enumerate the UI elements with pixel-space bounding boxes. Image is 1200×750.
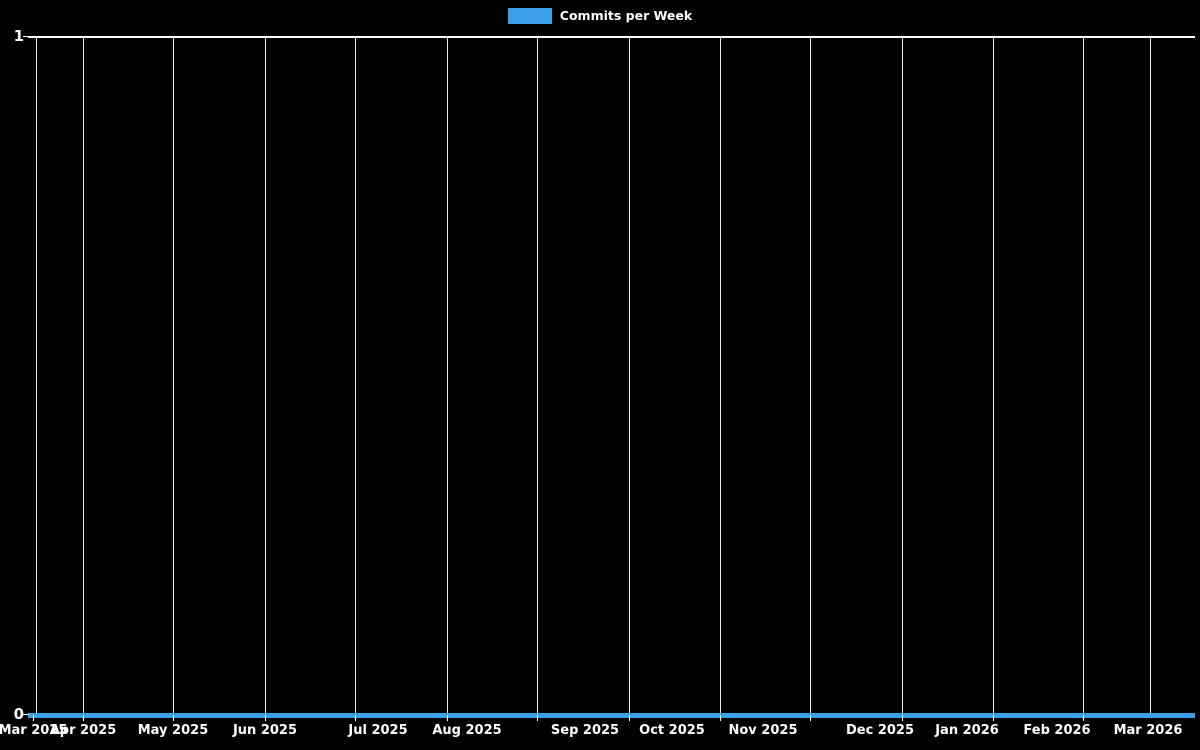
series-line-commits-per-week: [28, 712, 1195, 718]
gridline: [447, 37, 449, 715]
x-axis-tick: [720, 715, 722, 721]
x-axis-label: Jan 2026: [935, 723, 999, 738]
x-axis-label: Sep 2025: [550, 723, 620, 738]
y-axis-label-max: 1: [13, 27, 24, 45]
chart-legend: Commits per Week: [0, 6, 1200, 26]
gridline: [173, 37, 175, 715]
x-axis-label: Jun 2025: [232, 723, 298, 738]
x-axis-label: Mar 2025: [0, 723, 68, 738]
x-axis-tick: [993, 715, 995, 721]
gridline: [36, 37, 38, 715]
gridline: [902, 37, 904, 715]
legend-label-commits-per-week: Commits per Week: [559, 8, 693, 23]
gridline: [993, 37, 995, 715]
x-axis-tick: [83, 715, 85, 721]
legend-swatch-icon: [507, 8, 552, 24]
x-axis-label: Apr 2025: [49, 723, 117, 738]
x-axis-tick: [173, 715, 175, 721]
gridline: [355, 37, 357, 715]
y-axis-label-min: 0: [13, 705, 24, 723]
y-axis-tick-min: [23, 714, 29, 716]
x-axis-label: Nov 2025: [728, 723, 798, 738]
x-axis-label: Dec 2025: [845, 723, 915, 738]
x-axis-tick: [810, 715, 812, 721]
x-axis-tick: [537, 715, 539, 721]
x-axis-tick: [355, 715, 357, 721]
gridline: [1083, 37, 1085, 715]
x-axis-label: Aug 2025: [432, 723, 502, 738]
x-axis-label: Mar 2026: [1113, 723, 1183, 738]
x-axis-tick: [629, 715, 631, 721]
gridline: [537, 37, 539, 715]
y-axis-tick-max: [23, 36, 29, 38]
x-axis-tick: [447, 715, 449, 721]
gridline: [265, 37, 267, 715]
x-axis-tick: [902, 715, 904, 721]
x-axis-label: Oct 2025: [639, 723, 705, 738]
x-axis-label: May 2025: [137, 723, 209, 738]
axis-spine-top: [28, 36, 1195, 38]
gridline: [629, 37, 631, 715]
x-axis-tick: [1083, 715, 1085, 721]
x-axis-label: Feb 2026: [1023, 723, 1091, 738]
gridline: [720, 37, 722, 715]
plot-area: [28, 36, 1195, 718]
x-axis-label: Jul 2025: [348, 723, 408, 738]
x-axis-tick: [33, 715, 35, 721]
gridline: [83, 37, 85, 715]
x-axis-tick: [265, 715, 267, 721]
gridline: [810, 37, 812, 715]
gridline: [1150, 37, 1152, 715]
